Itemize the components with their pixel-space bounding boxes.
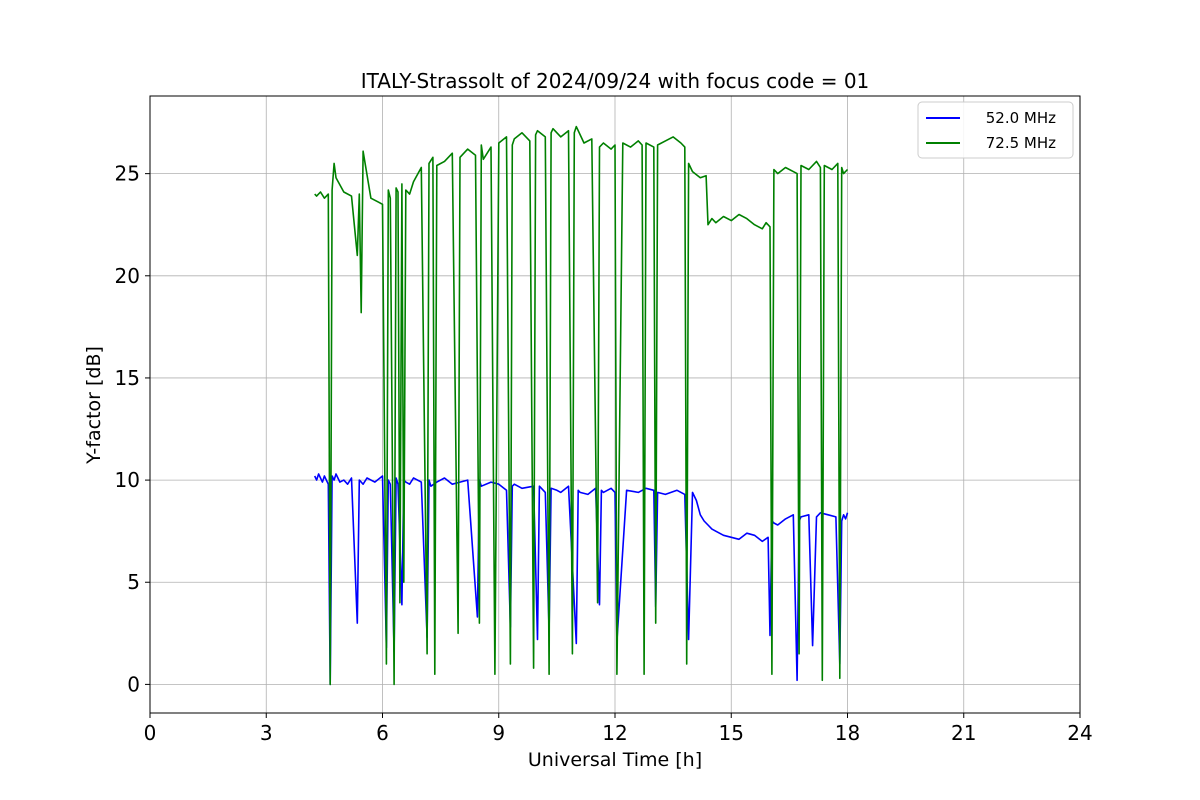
- chart-title: ITALY-Strassolt of 2024/09/24 with focus…: [361, 69, 870, 93]
- x-tick-label: 18: [835, 721, 860, 745]
- legend-label: 72.5 MHz: [986, 134, 1056, 152]
- y-tick-label: 15: [115, 366, 140, 390]
- y-tick-label: 5: [127, 570, 140, 594]
- y-tick-label: 20: [115, 264, 140, 288]
- x-tick-label: 12: [602, 721, 627, 745]
- series-line-52mhz: [313, 473, 849, 686]
- legend: 52.0 MHz 72.5 MHz: [917, 101, 1074, 159]
- x-tick-label: 3: [260, 721, 273, 745]
- series-layer: [313, 125, 849, 686]
- x-tick-label: 0: [144, 721, 157, 745]
- x-tick-label: 9: [492, 721, 505, 745]
- y-tick-label: 25: [115, 162, 140, 186]
- series-line-72mhz: [314, 125, 849, 686]
- x-tick-label: 6: [376, 721, 389, 745]
- x-tick-label: 21: [951, 721, 976, 745]
- y-tick-label: 10: [115, 468, 140, 492]
- x-tick-label: 15: [719, 721, 744, 745]
- y-axis-label: Y-factor [dB]: [83, 346, 105, 465]
- y-tick-label: 0: [127, 672, 140, 696]
- x-axis: 0 3 6 9 12 15 18 21 24: [144, 713, 1093, 745]
- legend-label: 52.0 MHz: [986, 109, 1056, 127]
- x-tick-label: 24: [1067, 721, 1092, 745]
- y-axis: 0 5 10 15 20 25: [115, 162, 150, 696]
- x-axis-label: Universal Time [h]: [528, 749, 702, 771]
